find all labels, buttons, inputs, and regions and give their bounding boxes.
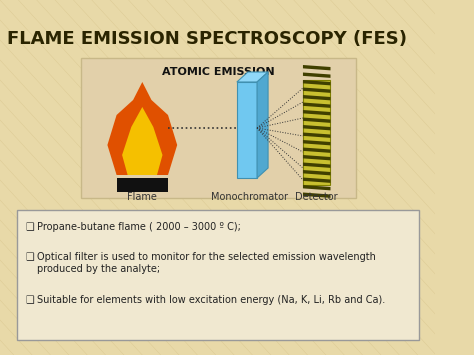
Polygon shape	[303, 185, 330, 190]
Polygon shape	[122, 107, 163, 175]
Text: produced by the analyte;: produced by the analyte;	[36, 264, 160, 274]
Text: ❑: ❑	[26, 295, 35, 305]
Polygon shape	[303, 140, 330, 146]
Polygon shape	[303, 80, 330, 85]
Bar	[303, 80, 330, 185]
Polygon shape	[303, 163, 330, 168]
Polygon shape	[303, 87, 330, 93]
Polygon shape	[303, 65, 330, 70]
Polygon shape	[303, 72, 330, 78]
Polygon shape	[303, 118, 330, 123]
Polygon shape	[303, 192, 330, 198]
Polygon shape	[303, 103, 330, 108]
Polygon shape	[303, 178, 330, 183]
Polygon shape	[303, 147, 330, 153]
Polygon shape	[108, 82, 177, 175]
Bar	[117, 178, 168, 192]
Polygon shape	[303, 110, 330, 115]
Bar	[17, 210, 419, 340]
Polygon shape	[237, 72, 268, 82]
Text: Detector: Detector	[295, 192, 338, 202]
Text: FLAME EMISSION SPECTROSCOPY (FES): FLAME EMISSION SPECTROSCOPY (FES)	[7, 30, 407, 48]
Text: Propane-butane flame ( 2000 – 3000 º C);: Propane-butane flame ( 2000 – 3000 º C);	[36, 222, 241, 232]
Polygon shape	[237, 82, 257, 178]
Text: ATOMIC EMISSION: ATOMIC EMISSION	[162, 67, 275, 77]
Polygon shape	[257, 72, 268, 178]
Text: Optical filter is used to monitor for the selected emission wavelength: Optical filter is used to monitor for th…	[36, 252, 375, 262]
Text: Monochromator: Monochromator	[211, 192, 288, 202]
Text: ❑: ❑	[26, 222, 35, 232]
Text: Suitable for elements with low excitation energy (Na, K, Li, Rb and Ca).: Suitable for elements with low excitatio…	[36, 295, 385, 305]
Text: ❑: ❑	[26, 252, 35, 262]
Polygon shape	[303, 170, 330, 175]
Bar	[81, 58, 356, 198]
Polygon shape	[303, 132, 330, 138]
Text: Flame: Flame	[128, 192, 157, 202]
Polygon shape	[303, 125, 330, 130]
Polygon shape	[303, 95, 330, 100]
Polygon shape	[303, 155, 330, 160]
